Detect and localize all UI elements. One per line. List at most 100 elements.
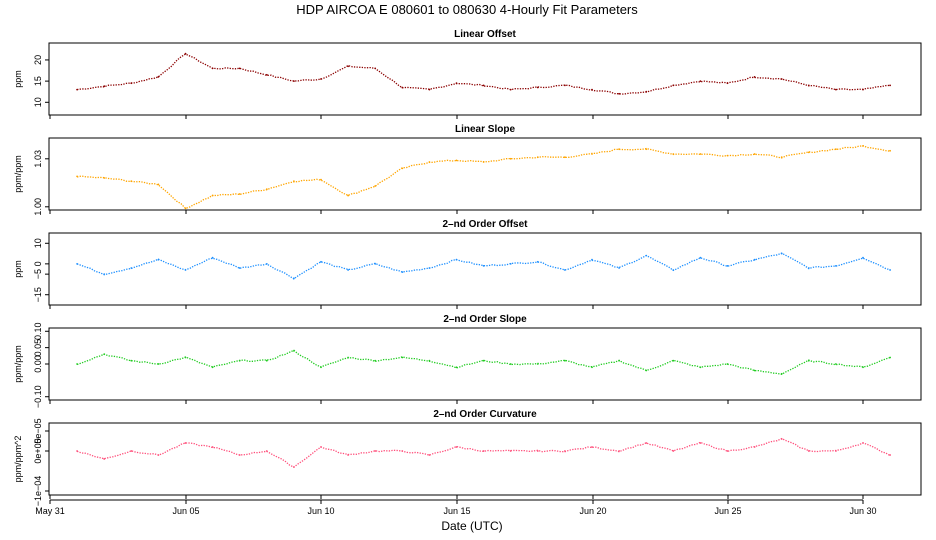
data-point [347, 356, 349, 359]
x-axis: May 31 Jun 05 Jun 10 Jun 15 Jun 20 Jun 25 Jun … [35, 499, 877, 516]
series-line [76, 145, 891, 210]
data-point [564, 450, 566, 452]
data-point [130, 450, 133, 452]
data-point [238, 67, 241, 70]
data-point [591, 366, 593, 369]
data-point [564, 359, 566, 362]
data-point [564, 156, 566, 159]
panel-title: 2–nd Order Slope [443, 314, 527, 325]
data-point [76, 450, 78, 452]
data-point [536, 156, 539, 159]
data-point [482, 265, 485, 267]
plot-frame [48, 422, 922, 496]
x-tick-label: Jun 30 [849, 506, 876, 516]
data-point [780, 252, 783, 255]
data-point [347, 454, 349, 456]
data-point [374, 263, 377, 265]
y-tick-label: 1.00 [33, 198, 43, 216]
y-tick-label: 0.05 [33, 339, 43, 357]
data-point [455, 159, 458, 162]
panel-title: 2–nd Order Offset [442, 219, 528, 230]
y-tick-label: 20 [33, 55, 43, 65]
data-point [509, 263, 512, 265]
y-tick-label: 0e+00 [33, 438, 43, 463]
data-point [455, 366, 458, 369]
data-point [699, 442, 702, 444]
data-point [753, 258, 756, 261]
x-tick-label: Jun 15 [443, 506, 470, 516]
data-point [76, 88, 78, 91]
x-tick-label: May 31 [35, 506, 65, 516]
y-tick-label: −15 [33, 287, 43, 302]
data-point [672, 84, 675, 87]
data-point [672, 269, 675, 271]
data-point [618, 359, 620, 362]
data-point [320, 260, 322, 263]
series-line [76, 349, 891, 375]
data-point [238, 454, 241, 456]
x-tick-label: Jun 25 [714, 506, 741, 516]
data-point [536, 363, 539, 365]
data-point [482, 84, 485, 87]
figure-title: HDP AIRCOA E 080601 to 080630 4-Hourly F… [296, 2, 638, 17]
x-tick-label: Jun 20 [579, 506, 606, 516]
data-point [157, 363, 160, 365]
data-point [293, 277, 295, 280]
data-point [428, 359, 431, 362]
data-point [672, 359, 675, 362]
series-line [76, 437, 891, 468]
y-tick-label: 5e−05 [33, 418, 43, 443]
data-point [672, 450, 675, 452]
data-point [320, 78, 322, 80]
y-tick-label: 10 [33, 97, 43, 107]
data-point [862, 442, 864, 444]
panel-title: Linear Offset [454, 29, 516, 40]
data-point [130, 359, 133, 362]
data-point [807, 151, 810, 154]
data-point [835, 265, 837, 267]
panel-4: 2–nd Order Slope ppm/ppm −0.10 0.000.050.10 [13, 314, 922, 408]
data-point [76, 363, 78, 365]
data-point [265, 263, 268, 265]
data-point [238, 267, 241, 269]
y-tick-label: −0.10 [33, 385, 43, 408]
plot-frame [48, 137, 922, 211]
x-tick-label: Jun 10 [307, 506, 334, 516]
data-point [889, 84, 891, 87]
panel-5: 2–nd Order Curvature ppm/ppm^2 −1e−04 0e+00… [13, 409, 922, 506]
data-point [238, 193, 241, 195]
data-point [699, 153, 702, 155]
data-point [618, 267, 620, 269]
data-point [835, 363, 837, 365]
data-point [76, 175, 78, 178]
data-point [455, 82, 458, 85]
data-point [645, 442, 648, 444]
data-point [509, 157, 512, 160]
data-point [780, 438, 783, 440]
data-point [645, 90, 648, 93]
data-point [807, 84, 810, 87]
plot-frame [48, 232, 922, 306]
data-point [645, 254, 648, 257]
data-point [103, 458, 106, 460]
data-point [293, 466, 295, 468]
data-point [564, 269, 566, 271]
data-point [211, 256, 214, 259]
data-point [211, 366, 214, 369]
data-point [618, 148, 620, 151]
data-point [184, 207, 187, 210]
data-point [835, 450, 837, 452]
y-tick-label: 0.10 [33, 323, 43, 341]
data-point [699, 256, 702, 259]
data-point [726, 154, 729, 157]
data-point [726, 363, 729, 365]
data-point [265, 359, 268, 362]
data-point [536, 86, 539, 89]
panel-3: 2–nd Order Offset ppm −15 −5 0 10 [13, 219, 922, 309]
y-tick-label: 0 [33, 261, 43, 266]
y-tick-label: 15 [33, 76, 43, 86]
data-point [103, 273, 106, 275]
data-point [591, 153, 593, 155]
data-point [509, 363, 512, 365]
data-point [753, 446, 756, 448]
